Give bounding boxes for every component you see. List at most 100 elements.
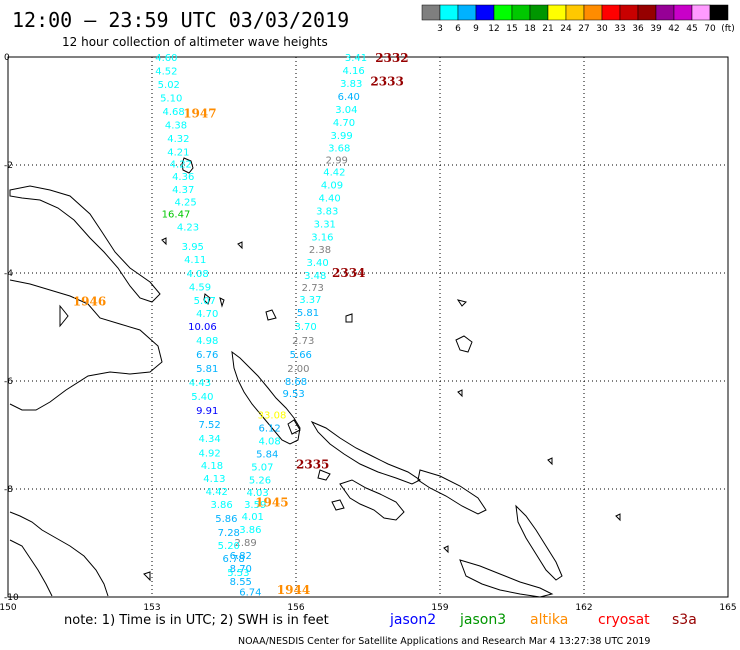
- x-tick-label: 165: [719, 603, 736, 613]
- y-tick-label: -10: [4, 593, 19, 603]
- pass-label: 2332: [375, 51, 408, 65]
- swh-value: 8.70: [230, 564, 252, 575]
- swh-value: 9.53: [282, 389, 304, 400]
- pass-label: 2334: [332, 266, 365, 280]
- swh-value: 5.84: [256, 449, 278, 460]
- colorbar-label: 39: [650, 24, 662, 34]
- satellite-label: altika: [530, 612, 568, 628]
- swh-value: 4.11: [184, 255, 206, 266]
- swh-value: 2.73: [292, 336, 314, 347]
- satellite-label: cryosat: [598, 612, 650, 628]
- colorbar-label: 21: [542, 24, 553, 34]
- swh-observations: 3.414.163.836.403.044.703.993.682.994.42…: [155, 53, 367, 599]
- swh-value: 4.42: [206, 487, 228, 498]
- swh-value: 4.70: [196, 309, 218, 320]
- pass-label: 1947: [183, 107, 216, 121]
- swh-value: 8.68: [285, 377, 307, 388]
- swh-value: 4.34: [198, 434, 220, 445]
- x-tick-label: 159: [431, 603, 448, 613]
- swh-value: 2.00: [287, 364, 309, 375]
- chart-subtitle: 12 hour collection of altimeter wave hei…: [62, 35, 328, 49]
- axis-tick-labels: 150 153 156 159 162 165 0 -2 -4 -6 -8 -10: [0, 53, 737, 613]
- swh-value: 4.68: [162, 107, 184, 118]
- swh-value: 5.02: [158, 80, 180, 91]
- y-tick-label: -2: [4, 161, 13, 171]
- swh-value: 3.37: [299, 295, 321, 306]
- coastline-bougainville: [203, 293, 301, 445]
- swh-value: 4.21: [167, 148, 189, 159]
- coastlines: [9, 157, 621, 598]
- swh-value: 3.48: [304, 271, 326, 282]
- swh-value: 5.66: [290, 350, 312, 361]
- footer-credit: NOAA/NESDIS Center for Satellite Applica…: [238, 636, 650, 647]
- colorbar-label: 15: [506, 24, 517, 34]
- swh-value: 4.60: [155, 53, 177, 64]
- colorbar-swatch: [709, 4, 729, 21]
- swh-value: 4.01: [242, 512, 264, 523]
- pass-label: 1946: [73, 295, 106, 309]
- colorbar-swatch: [421, 4, 441, 21]
- swh-value: 4.16: [342, 66, 364, 77]
- colorbar-swatch: [493, 4, 513, 21]
- colorbar-label: 30: [596, 24, 608, 34]
- colorbar-swatch: [601, 4, 621, 21]
- coastline-solomon-north: [310, 420, 487, 515]
- swh-value: 4.18: [201, 461, 223, 472]
- x-tick-label: 150: [0, 603, 17, 613]
- swh-value: 5.07: [251, 462, 273, 473]
- swh-value: 3.99: [330, 131, 352, 142]
- swh-value: 6.40: [338, 92, 360, 103]
- colorbar-label: 6: [455, 24, 461, 34]
- swh-value: 3.59: [244, 500, 266, 511]
- swh-value: 4.09: [321, 180, 343, 191]
- colorbar-swatch: [457, 4, 477, 21]
- swh-value: 33.08: [258, 410, 287, 421]
- swh-value: 5.10: [160, 94, 182, 105]
- swh-value: 4.37: [172, 185, 194, 196]
- swh-value: 3.40: [306, 258, 328, 269]
- swh-value: 3.68: [328, 144, 350, 155]
- swh-value: 4.42: [323, 167, 345, 178]
- colorbar-swatch: [511, 4, 531, 21]
- swh-value: 6.82: [230, 551, 252, 562]
- swh-value: 2.38: [309, 245, 331, 256]
- swh-value: 5.26: [249, 475, 271, 486]
- swh-value: 4.22: [170, 159, 192, 170]
- swh-value: 5.20: [218, 541, 240, 552]
- coastline-new-britain: [9, 279, 163, 411]
- satellite-label: jason3: [459, 612, 506, 628]
- swh-value: 3.16: [311, 232, 333, 243]
- swh-value: 4.08: [258, 436, 280, 447]
- swh-value: 3.31: [314, 219, 336, 230]
- swh-value: 4.52: [155, 67, 177, 78]
- swh-value: 5.40: [191, 392, 213, 403]
- swh-value: 3.83: [316, 206, 338, 217]
- colorbar-label: 18: [524, 24, 536, 34]
- swh-value: 4.13: [203, 474, 225, 485]
- satellite-label: s3a: [672, 612, 697, 628]
- swh-value: 6.74: [239, 588, 261, 599]
- y-tick-label: -6: [4, 377, 13, 387]
- pass-labels: 2332 2333 1947 2334 1946 2335 1945 1944: [73, 51, 409, 597]
- chart-title: 12:00 – 23:59 UTC 03/03/2019: [12, 8, 349, 32]
- swh-value: 2.89: [234, 538, 256, 549]
- colorbar-swatch: [583, 4, 603, 21]
- colorbar-swatch: [637, 4, 657, 21]
- pass-label: 1944: [277, 583, 310, 597]
- colorbar-label: 45: [686, 24, 697, 34]
- satellite-legend: jason2 jason3 altika cryosat s3a: [389, 612, 697, 628]
- x-tick-label: 162: [575, 603, 592, 613]
- colorbar-label: 36: [632, 24, 644, 34]
- coastline-new-georgia: [317, 469, 405, 521]
- swh-value: 9.91: [196, 406, 218, 417]
- swh-value: 4.59: [189, 283, 211, 294]
- colorbar-label: 12: [488, 24, 499, 34]
- swh-value: 4.43: [189, 378, 211, 389]
- x-tick-label: 156: [287, 603, 304, 613]
- colorbar-swatch: [655, 4, 675, 21]
- coastline-png-tip: [9, 511, 109, 597]
- swh-value: 5.81: [297, 308, 319, 319]
- swh-value: 4.03: [246, 488, 268, 499]
- colorbar-label: 27: [578, 24, 589, 34]
